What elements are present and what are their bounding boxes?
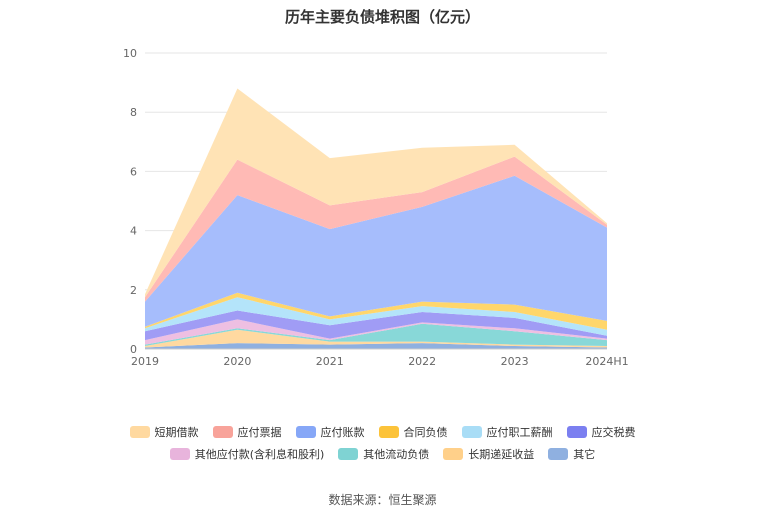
legend-swatch: [443, 448, 464, 460]
legend-swatch: [566, 426, 587, 438]
legend-item[interactable]: 其他应付款(含利息和股利): [169, 446, 325, 462]
legend-item[interactable]: 短期借款: [129, 424, 199, 440]
y-tick-label: 10: [123, 47, 137, 60]
legend-row: 短期借款 应付票据 应付账款 合同负债 应付职工薪酬 应交税费: [0, 424, 765, 440]
legend-item[interactable]: 合同负债: [378, 424, 448, 440]
legend-swatch: [212, 426, 233, 438]
legend-label: 其他应付款(含利息和股利): [194, 448, 325, 461]
area-series-应交税费: [145, 310, 607, 341]
area-series-应付票据: [145, 156, 607, 302]
x-tick-label: 2022: [408, 355, 436, 368]
area-series-layer: [145, 88, 607, 349]
legend-item[interactable]: 长期递延收益: [443, 446, 534, 462]
x-tick-label: 2023: [501, 355, 529, 368]
y-tick-label: 4: [130, 225, 137, 238]
legend-swatch: [169, 448, 190, 460]
y-tick-label: 2: [130, 284, 137, 297]
area-series-应付账款: [145, 175, 607, 327]
x-tick-label: 2021: [316, 355, 344, 368]
y-tick-label: 8: [130, 106, 137, 119]
legend-label: 应付账款: [320, 426, 365, 439]
legend-label: 其他流动负债: [363, 448, 430, 461]
legend: 短期借款 应付票据 应付账款 合同负债 应付职工薪酬 应交税费 其他应付款(含利息和股利)…: [0, 424, 765, 468]
area-series-其他应付款(含利息和股利): [145, 319, 607, 345]
x-tick-label: 2024H1: [585, 355, 628, 368]
y-tick-labels: 0 2 4 6 8 10: [123, 47, 137, 356]
legend-item[interactable]: 应付票据: [212, 424, 282, 440]
legend-item[interactable]: 其他流动负债: [338, 446, 429, 462]
legend-label: 合同负债: [403, 426, 448, 439]
legend-label: 短期借款: [154, 426, 199, 439]
legend-swatch: [295, 426, 316, 438]
chart-title: 历年主要负债堆积图（亿元）: [284, 8, 480, 26]
legend-label: 应付票据: [237, 426, 282, 439]
y-tick-label: 6: [130, 165, 137, 178]
area-series-合同负债: [145, 292, 607, 330]
legend-label: 应交税费: [591, 426, 636, 439]
data-source-note: 数据来源：恒生聚源: [328, 493, 437, 507]
x-tick-label: 2020: [223, 355, 251, 368]
legend-swatch: [378, 426, 399, 438]
legend-item[interactable]: 应交税费: [566, 424, 636, 440]
legend-label: 长期递延收益: [468, 448, 535, 461]
legend-swatch: [129, 426, 150, 438]
legend-row: 其他应付款(含利息和股利) 其他流动负债 长期递延收益 其它: [0, 446, 765, 462]
area-series-应付职工薪酬: [145, 297, 607, 336]
area-series-其他流动负债: [145, 323, 607, 346]
x-tick-label: 2019: [131, 355, 159, 368]
area-series-其它: [145, 343, 607, 349]
legend-label: 其它: [573, 448, 596, 461]
x-tick-labels: 2019 2020 2021 2022 2023 2024H1: [131, 355, 629, 368]
legend-swatch: [461, 426, 482, 438]
legend-item[interactable]: 其它: [548, 446, 595, 462]
area-series-长期递延收益: [145, 329, 607, 348]
area-series-短期借款: [145, 88, 607, 298]
legend-swatch: [548, 448, 569, 460]
legend-item[interactable]: 应付职工薪酬: [461, 424, 553, 440]
legend-item[interactable]: 应付账款: [295, 424, 365, 440]
legend-swatch: [338, 448, 359, 460]
stacked-area-chart: 0 2 4 6 8 10 2019 2020 2021 2022 2023 2024H1: [123, 47, 629, 368]
legend-label: 应付职工薪酬: [486, 426, 553, 439]
y-tick-label: 0: [130, 343, 137, 356]
